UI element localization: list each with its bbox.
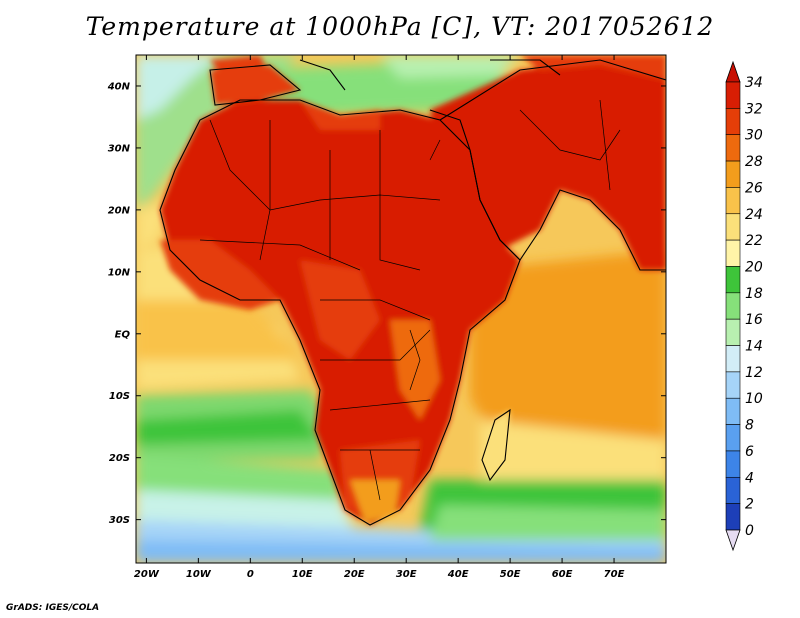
map-title: Temperature at 1000hPa [C], VT: 20170526…: [85, 12, 715, 41]
lon-tick-label: 30E: [396, 569, 417, 580]
lat-tick-label: 20N: [108, 205, 131, 216]
colorbar-label: 6: [745, 444, 754, 460]
colorbar-label: 4: [745, 470, 754, 486]
colorbar-label: 10: [745, 391, 763, 407]
lat-tick-label: EQ: [115, 329, 131, 340]
colorbar-swatch: [725, 81, 741, 109]
lon-tick-label: 70E: [604, 569, 625, 580]
colorbar-swatch: [725, 318, 741, 346]
colorbar-min-arrow: [725, 529, 741, 552]
colorbar-label: 12: [745, 365, 763, 381]
lat-tick-label: 30N: [108, 143, 131, 154]
colorbar-swatch: [725, 239, 741, 267]
colorbar-label: 0: [745, 523, 754, 539]
colorbar-label: 8: [745, 418, 754, 434]
colorbar-swatch: [725, 397, 741, 425]
colorbar-swatch: [725, 213, 741, 241]
credit-text: GrADS: IGES/COLA: [6, 603, 100, 613]
map-frame: [135, 54, 667, 564]
colorbar-swatch: [725, 187, 741, 215]
colorbar-label: 22: [745, 233, 763, 249]
colorbar-label: 2: [745, 497, 754, 513]
colorbar-swatch: [725, 134, 741, 162]
lon-tick-label: 20W: [134, 569, 160, 580]
colorbar-max-arrow: [725, 60, 741, 83]
colorbar-label: 16: [745, 312, 763, 328]
latitude-ticks: 40N 30N 20N 10N EQ 10S 20S 30S: [107, 81, 666, 526]
lat-tick-label: 30S: [109, 515, 130, 526]
lon-tick-label: 20E: [344, 569, 365, 580]
colorbar-swatch: [725, 450, 741, 478]
colorbar-swatch: [725, 160, 741, 188]
lat-tick-label: 40N: [107, 81, 131, 92]
colorbar-label: 34: [745, 75, 763, 91]
lat-tick-label: 10N: [108, 267, 131, 278]
lon-tick-label: 0: [247, 569, 254, 580]
colorbar-label: 30: [745, 128, 763, 144]
lat-tick-label: 10S: [109, 391, 130, 402]
colorbar-label: 24: [745, 207, 763, 223]
colorbar-swatch: [725, 108, 741, 136]
colorbar-swatch: [725, 371, 741, 399]
colorbar-label: 26: [745, 180, 763, 196]
colorbar-swatch: [725, 266, 741, 294]
lon-tick-label: 10E: [292, 569, 313, 580]
colorbar-label: 28: [745, 154, 763, 170]
lon-tick-label: 10W: [186, 569, 212, 580]
coastlines: [159, 59, 666, 526]
temperature-field: [136, 55, 666, 563]
colorbar-swatch: [725, 476, 741, 504]
lat-tick-label: 20S: [109, 453, 130, 464]
colorbar-swatch: [725, 292, 741, 320]
lon-tick-label: 50E: [500, 569, 521, 580]
colorbar-label: 20: [745, 259, 763, 275]
colorbar-swatch: [725, 503, 741, 531]
colorbar-swatch: [725, 345, 741, 373]
colorbar-label: 32: [745, 101, 763, 117]
colorbar-label: 18: [745, 286, 763, 302]
colorbar-label: 14: [745, 339, 763, 355]
lon-tick-label: 60E: [552, 569, 573, 580]
country-borders: [199, 99, 621, 501]
lon-tick-label: 40E: [447, 569, 469, 580]
longitude-ticks: 20W 10W 0 10E 20E 30E 40E 50E 60E 70E: [134, 55, 625, 580]
colorbar-swatch: [725, 424, 741, 452]
